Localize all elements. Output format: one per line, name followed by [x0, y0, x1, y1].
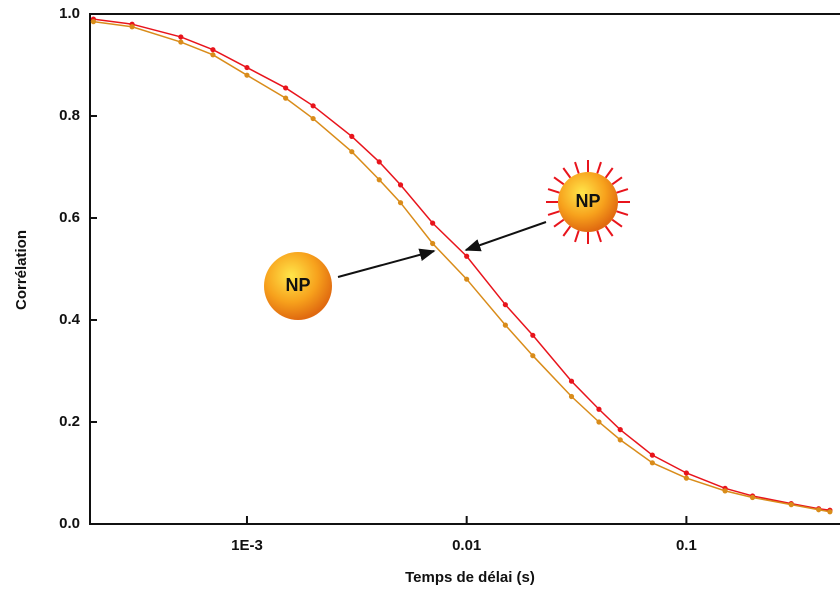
plot-frame: [89, 13, 840, 525]
y-axis-title: Corrélation: [13, 230, 30, 310]
series-line: [93, 20, 831, 513]
data-point: [310, 115, 316, 122]
spike: [553, 218, 565, 228]
y-tick-label: 0.2: [59, 413, 80, 430]
spike: [553, 176, 565, 186]
annotation: NP: [285, 275, 310, 295]
data-point: [210, 47, 216, 53]
x-tick-label: 1E-3: [231, 537, 263, 554]
data-point: [722, 488, 728, 494]
data-point: [397, 200, 404, 206]
data-point: [90, 19, 96, 25]
data-point: [244, 64, 250, 71]
coated-nanoparticle: [558, 172, 618, 232]
arrow: [464, 221, 547, 252]
data-point: [430, 240, 436, 247]
data-point: [283, 95, 289, 101]
spike: [596, 230, 602, 243]
spike: [596, 161, 602, 174]
data-point: [683, 470, 689, 476]
spike: [574, 230, 580, 243]
y-tick-label: 0.8: [59, 107, 80, 124]
y-tick-label: 1.0: [59, 5, 80, 22]
data-point: [568, 378, 575, 384]
data-point: [596, 419, 602, 425]
data-point: [283, 85, 289, 91]
data-point: [617, 427, 623, 433]
spike: [562, 225, 572, 237]
data-point: [310, 103, 316, 109]
data-point: [649, 460, 655, 466]
data-point: [464, 276, 470, 282]
data-point: [397, 182, 404, 188]
data-point: [178, 34, 184, 40]
data-point: [683, 475, 689, 481]
data-point: [502, 322, 508, 328]
data-point: [464, 253, 470, 259]
annotation: NP: [575, 191, 600, 211]
spike: [562, 167, 572, 179]
bare-nanoparticle: [264, 252, 332, 320]
data-point: [376, 159, 382, 165]
data-point: [244, 72, 250, 78]
data-point: [749, 494, 756, 501]
y-tick-label: 0.4: [59, 311, 81, 328]
y-tick-label: 0.0: [59, 515, 80, 532]
spike: [611, 218, 623, 228]
data-point: [376, 177, 382, 183]
data-point: [788, 502, 794, 508]
data-point: [649, 452, 655, 458]
spike: [547, 188, 560, 194]
spike: [574, 161, 580, 174]
data-point: [530, 353, 536, 359]
data-point: [568, 393, 575, 400]
arrow: [337, 248, 436, 278]
spike: [616, 210, 629, 216]
data-point: [349, 133, 355, 139]
data-point: [530, 332, 536, 338]
data-point: [827, 509, 833, 515]
series-line: [93, 18, 831, 511]
spike: [616, 188, 629, 194]
data-point: [129, 24, 135, 30]
data-point: [349, 149, 355, 155]
ligand-spikes: [546, 160, 630, 244]
y-tick-label: 0.6: [59, 209, 80, 226]
x-axis-title: Temps de délai (s): [405, 569, 535, 586]
data-point: [430, 220, 436, 226]
data-point: [617, 437, 623, 443]
spike: [604, 167, 614, 179]
plot-area: 0.0 0.2 0.4 0.6 0.8 1.0 1E-3 0.01 0.1: [59, 5, 840, 554]
data-point: [210, 52, 216, 58]
spike: [547, 210, 560, 216]
spike: [611, 176, 623, 186]
data-point: [816, 507, 822, 513]
spike: [604, 225, 614, 237]
data-point: [502, 302, 508, 308]
x-tick-label: 0.1: [676, 537, 697, 554]
x-tick-label: 0.01: [452, 537, 481, 554]
data-point: [596, 406, 602, 412]
data-point: [178, 39, 184, 45]
